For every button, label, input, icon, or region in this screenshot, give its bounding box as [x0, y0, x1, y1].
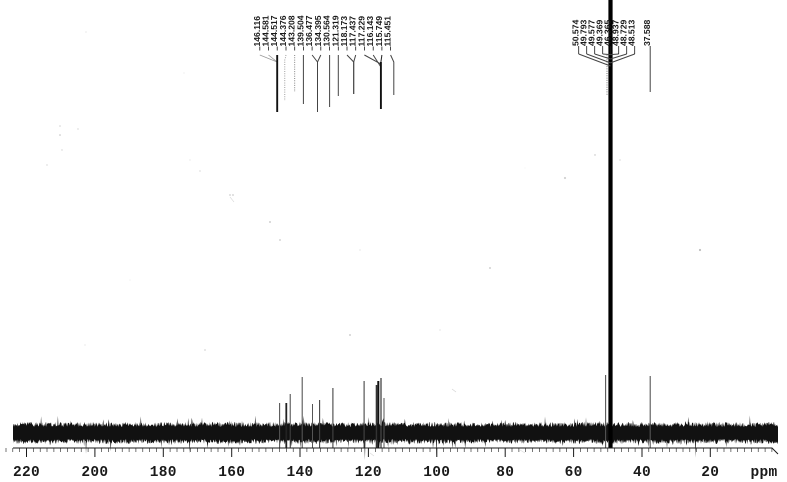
svg-text:60: 60 [565, 465, 583, 481]
svg-text:20: 20 [701, 465, 719, 481]
svg-text:37.588: 37.588 [642, 19, 652, 46]
svg-text:100: 100 [423, 465, 450, 481]
svg-text:48.513: 48.513 [627, 19, 637, 46]
svg-text:140: 140 [286, 465, 313, 481]
svg-text:200: 200 [81, 465, 108, 481]
svg-text:115.451: 115.451 [383, 16, 393, 47]
svg-text:ppm: ppm [750, 465, 777, 481]
svg-text:180: 180 [150, 465, 177, 481]
svg-text:40: 40 [633, 465, 651, 481]
svg-text:160: 160 [218, 465, 245, 481]
svg-text:120: 120 [355, 465, 382, 481]
svg-text:80: 80 [496, 465, 514, 481]
svg-text:220: 220 [13, 465, 40, 481]
